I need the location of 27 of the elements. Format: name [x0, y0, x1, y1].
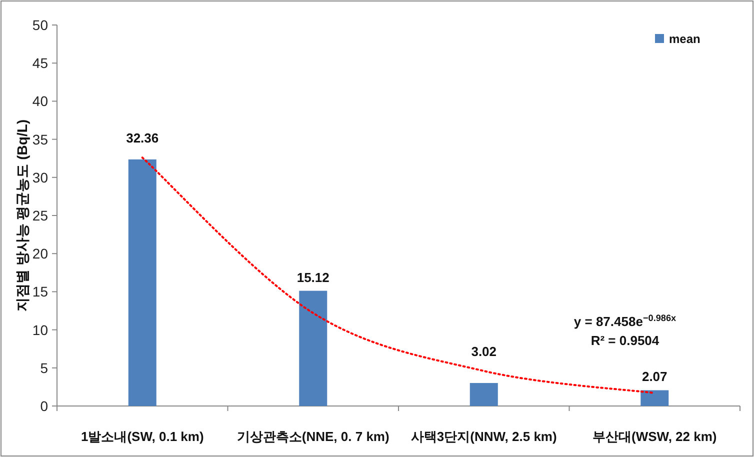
y-tick-label: 35 — [32, 131, 48, 148]
y-tick-label: 0 — [40, 398, 48, 414]
data-label: 32.36 — [126, 130, 159, 146]
legend-label: mean — [669, 32, 700, 46]
x-tick-label: 사택3단지(NNW, 2.5 km) — [410, 429, 557, 444]
y-tick-label: 20 — [32, 246, 48, 262]
y-tick-label: 5 — [40, 360, 48, 376]
x-tick-label: 부산대(WSW, 22 km) — [592, 429, 717, 444]
y-tick-label: 40 — [32, 93, 48, 110]
bar — [470, 382, 498, 406]
y-tick-label: 50 — [32, 17, 48, 33]
x-tick-label: 1발소내(SW, 0.1 km) — [80, 429, 204, 444]
y-tick-label: 30 — [32, 169, 48, 186]
y-tick-label: 45 — [32, 55, 48, 72]
bar — [128, 159, 156, 406]
y-tick-label: 10 — [32, 322, 48, 338]
bar — [299, 290, 328, 406]
y-axis-title: 지점별 방사능 평균농도 (Bq/L) — [14, 119, 30, 312]
annotation: y = 87.458e$^{−0.986x}$ — [574, 313, 676, 329]
y-tick-label: 15 — [32, 284, 48, 300]
annotation: R² = 0.9504 — [590, 333, 660, 348]
data-label: 2.07 — [642, 369, 668, 384]
x-tick-label: 기상관측소(NNE, 0. 7 km) — [236, 429, 390, 444]
y-tick-label: 25 — [32, 208, 48, 224]
data-label: 3.02 — [471, 344, 497, 359]
data-label: 15.12 — [296, 270, 330, 285]
bar — [640, 390, 669, 406]
